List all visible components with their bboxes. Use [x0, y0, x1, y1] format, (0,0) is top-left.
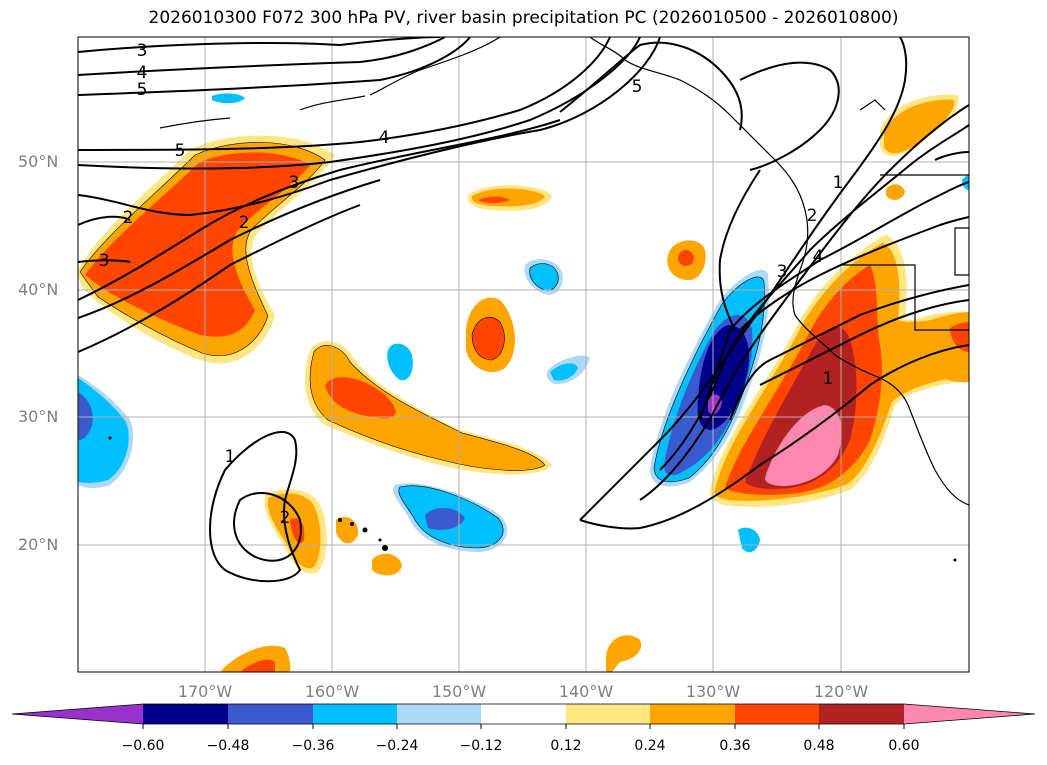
- islands: [108, 436, 957, 562]
- contour-label: 2: [123, 208, 134, 228]
- lat-label-40n: 40°N: [18, 280, 59, 299]
- colorbar-extend-high: [904, 704, 1035, 724]
- contour-label: 4: [379, 128, 390, 148]
- coastlines: [159, 37, 969, 506]
- contour-label: 3: [289, 173, 300, 193]
- lon-label-160w: 160°W: [304, 682, 360, 701]
- colorbar-segment: [397, 704, 481, 724]
- contour-label: 3: [99, 251, 110, 271]
- lat-label-20n: 20°N: [18, 535, 59, 554]
- colorbar-tick-label: −0.60: [121, 738, 165, 754]
- contour-label: 2: [280, 508, 291, 528]
- colorbar-tick-label: 0.60: [888, 738, 920, 754]
- contour-label: 5: [175, 141, 186, 161]
- colorbar-segment: [228, 704, 313, 724]
- lon-label-140w: 140°W: [558, 682, 614, 701]
- colorbar-tick-label: 0.24: [634, 738, 666, 754]
- figure-title: 2026010300 F072 300 hPa PV, river basin …: [148, 8, 899, 28]
- lat-label-30n: 30°N: [18, 407, 59, 426]
- contour-label: 4: [137, 63, 148, 83]
- map-plot-area: 3 4 5 5 4 5 3 2 2 3 1 2 1 2 3 4 1: [78, 37, 969, 672]
- contour-label: 4: [813, 247, 824, 267]
- colorbar-tick-label: −0.24: [375, 738, 419, 754]
- lon-label-130w: 130°W: [685, 682, 741, 701]
- contour-label: 1: [225, 447, 236, 467]
- colorbar-segment: [481, 704, 566, 724]
- contour-label: 3: [777, 262, 788, 282]
- contour-label: 5: [632, 77, 643, 97]
- contour-label: 1: [823, 369, 834, 389]
- colorbar-tick-label: 0.36: [719, 738, 751, 754]
- pv-contour-labels: 3 4 5 5 4 5 3 2 2 3 1 2 1 2 3 4 1: [99, 41, 844, 528]
- lon-label-120w: 120°W: [813, 682, 869, 701]
- contour-label: 1: [833, 173, 844, 193]
- lat-label-50n: 50°N: [18, 152, 59, 171]
- precip-anomaly-fill: [78, 93, 969, 672]
- colorbar-segment: [566, 704, 650, 724]
- colorbar-segment: [819, 704, 904, 724]
- precip-zero-outline: [79, 142, 765, 549]
- colorbar-tick-label: −0.48: [206, 738, 250, 754]
- colorbar-segment: [143, 704, 228, 724]
- contour-label: 2: [239, 213, 250, 233]
- colorbar-segment: [650, 704, 735, 724]
- contour-label: 5: [137, 80, 148, 100]
- colorbar: [11, 703, 1036, 729]
- pv-contours: [78, 37, 969, 583]
- lon-label-170w: 170°W: [177, 682, 233, 701]
- colorbar-tick-label: −0.12: [459, 738, 503, 754]
- colorbar-tick-label: −0.36: [291, 738, 335, 754]
- contour-label: 2: [807, 206, 818, 226]
- lon-label-150w: 150°W: [431, 682, 487, 701]
- colorbar-segment: [735, 704, 819, 724]
- contour-label: 3: [137, 41, 148, 61]
- graticule: [78, 37, 969, 672]
- colorbar-extend-low: [12, 704, 143, 724]
- colorbar-segment: [313, 704, 397, 724]
- map-frame: [77, 36, 970, 673]
- colorbar-tick-label: 0.48: [803, 738, 835, 754]
- colorbar-tick-label: 0.12: [550, 738, 582, 754]
